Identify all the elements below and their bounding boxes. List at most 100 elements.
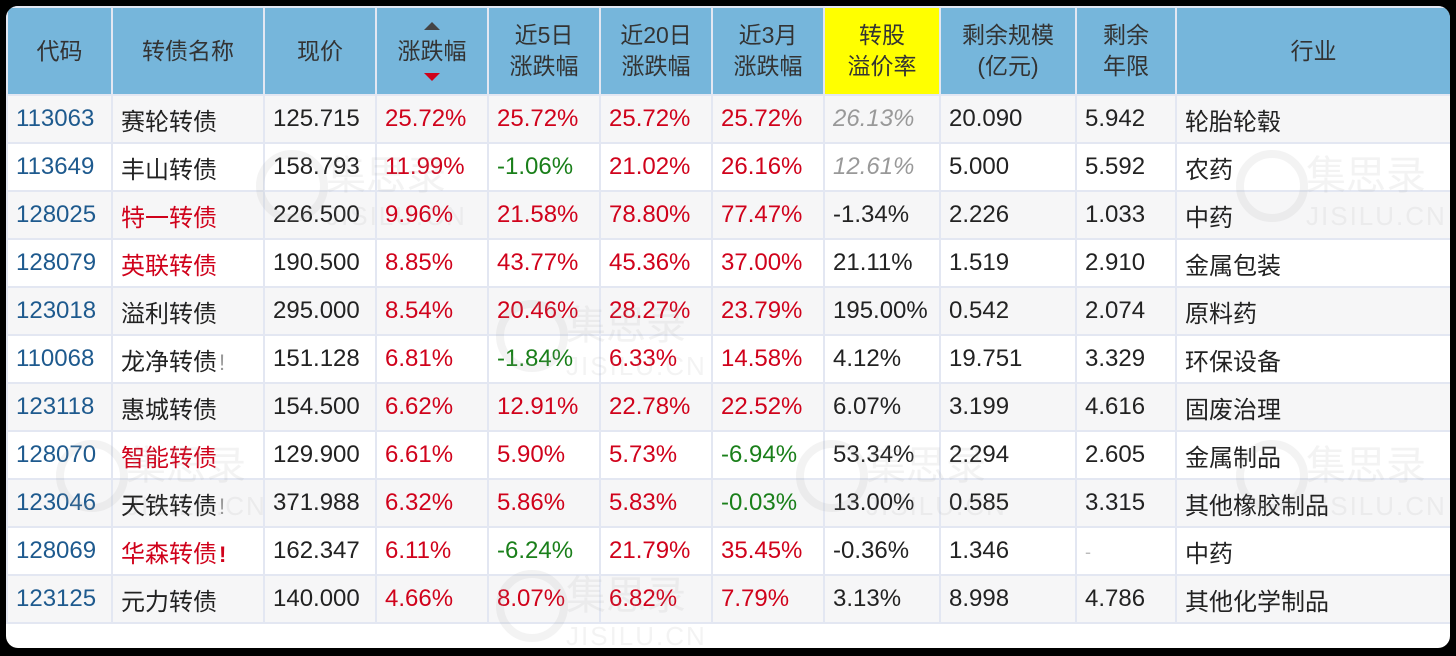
change-value: 6.61% — [385, 441, 454, 468]
name-value[interactable]: 赛轮转债 — [121, 108, 217, 136]
cell-chg20d: 5.83% — [599, 478, 713, 528]
name-value[interactable]: 智能转债 — [121, 444, 217, 472]
name-value[interactable]: 英联转债 — [121, 252, 217, 280]
size-value: 0.542 — [949, 297, 1010, 324]
cell-size: 8.998 — [939, 574, 1077, 624]
cell-code[interactable]: 128025 — [6, 190, 113, 240]
industry-value: 中药 — [1185, 540, 1233, 568]
cell-code[interactable]: 123118 — [6, 382, 113, 432]
cell-name[interactable]: 丰山转债 — [111, 142, 265, 192]
header-label-line: 转股 — [859, 22, 905, 48]
cell-name[interactable]: 赛轮转债 — [111, 94, 265, 144]
cell-years: - — [1075, 526, 1177, 576]
header-label-line: 转债名称 — [142, 37, 234, 64]
industry-value: 农药 — [1185, 156, 1233, 184]
column-header-chg3m[interactable]: 近3月 涨跌幅 — [711, 6, 825, 96]
column-header-chg5d[interactable]: 近5日 涨跌幅 — [487, 6, 601, 96]
name-value[interactable]: 天铁转债 — [121, 492, 217, 520]
cell-name[interactable]: 特一转债 — [111, 190, 265, 240]
table-row[interactable]: 113649 丰山转债 158.793 11.99% -1.06% 21.02% 26.16… — [6, 142, 1450, 192]
cell-code[interactable]: 128070 — [6, 430, 113, 480]
table-row[interactable]: 128069 华森转债! 162.347 6.11% -6.24% 21.79% 35.45… — [6, 526, 1450, 576]
table-row[interactable]: 123046 天铁转债! 371.988 6.32% 5.86% 5.83% -0.03% 1… — [6, 478, 1450, 528]
column-header-premium[interactable]: 转股 溢价率 — [823, 6, 941, 96]
code-value[interactable]: 128025 — [16, 201, 97, 228]
code-value[interactable]: 123125 — [16, 585, 97, 612]
table-row[interactable]: 123118 惠城转债 154.500 6.62% 12.91% 22.78% 22.52%… — [6, 382, 1450, 432]
premium-value: 4.12% — [833, 345, 902, 372]
cell-name[interactable]: 华森转债! — [111, 526, 265, 576]
change-value: 6.11% — [385, 537, 452, 564]
sort-descending-icon[interactable] — [424, 72, 440, 81]
cell-name[interactable]: 溢利转债 — [111, 286, 265, 336]
name-value[interactable]: 元力转债 — [121, 588, 217, 616]
cell-chg5d: 43.77% — [487, 238, 601, 288]
cell-chg20d: 25.72% — [599, 94, 713, 144]
code-value[interactable]: 110068 — [16, 345, 95, 372]
table-row[interactable]: 123018 溢利转债 295.000 8.54% 20.46% 28.27% 23.79%… — [6, 286, 1450, 336]
name-value[interactable]: 惠城转债 — [121, 396, 217, 424]
column-header-change[interactable]: 涨跌幅 — [375, 6, 489, 96]
table-row[interactable]: 123125 元力转债 140.000 4.66% 8.07% 6.82% 7.79% 3.1… — [6, 574, 1450, 624]
industry-value: 原料药 — [1185, 300, 1257, 328]
table-row[interactable]: 128079 英联转债 190.500 8.85% 43.77% 45.36% 37.00%… — [6, 238, 1450, 288]
code-value[interactable]: 123018 — [16, 297, 97, 324]
table-row[interactable]: 113063 赛轮转债 125.715 25.72% 25.72% 25.72% 25.72… — [6, 94, 1450, 144]
size-value: 3.199 — [949, 393, 1010, 420]
column-header-years[interactable]: 剩余 年限 — [1075, 6, 1177, 96]
chg20d-value: 28.27% — [609, 297, 691, 324]
cell-chg5d: 21.58% — [487, 190, 601, 240]
cell-code[interactable]: 128069 — [6, 526, 113, 576]
cell-name[interactable]: 智能转债 — [111, 430, 265, 480]
cell-code[interactable]: 123018 — [6, 286, 113, 336]
cell-name[interactable]: 元力转债 — [111, 574, 265, 624]
name-value[interactable]: 龙净转债 — [121, 348, 217, 376]
premium-value: 21.11% — [833, 249, 913, 276]
column-header-name[interactable]: 转债名称 — [111, 6, 265, 96]
cell-code[interactable]: 128079 — [6, 238, 113, 288]
column-header-industry[interactable]: 行业 — [1175, 6, 1450, 96]
cell-code[interactable]: 123046 — [6, 478, 113, 528]
column-header-size[interactable]: 剩余规模 (亿元) — [939, 6, 1077, 96]
column-header-label: 剩余规模 (亿元) — [962, 20, 1054, 82]
cell-code[interactable]: 113063 — [6, 94, 113, 144]
warning-icon[interactable]: ! — [219, 349, 226, 375]
industry-value: 中药 — [1185, 204, 1233, 232]
code-value[interactable]: 123046 — [16, 489, 97, 516]
cell-years: 2.605 — [1075, 430, 1177, 480]
code-value[interactable]: 128069 — [16, 537, 97, 564]
table-row[interactable]: 128070 智能转债 129.900 6.61% 5.90% 5.73% -6.94% 53… — [6, 430, 1450, 480]
sort-ascending-icon[interactable] — [424, 21, 440, 30]
name-value[interactable]: 丰山转债 — [121, 156, 217, 184]
name-value[interactable]: 特一转债 — [121, 204, 217, 232]
cell-name[interactable]: 天铁转债! — [111, 478, 265, 528]
warning-icon[interactable]: ! — [219, 493, 226, 519]
cell-name[interactable]: 龙净转债! — [111, 334, 265, 384]
column-header-chg20d[interactable]: 近20日 涨跌幅 — [599, 6, 713, 96]
name-value[interactable]: 溢利转债 — [121, 300, 217, 328]
column-header-code[interactable]: 代码 — [6, 6, 113, 96]
header-label-line: 近5日 — [514, 22, 574, 48]
warning-icon[interactable]: ! — [219, 541, 227, 567]
cell-code[interactable]: 123125 — [6, 574, 113, 624]
code-value[interactable]: 123118 — [16, 393, 95, 420]
table-row[interactable]: 128025 特一转债 226.500 9.96% 21.58% 78.80% 77.47%… — [6, 190, 1450, 240]
cell-name[interactable]: 惠城转债 — [111, 382, 265, 432]
cell-chg3m: 23.79% — [711, 286, 825, 336]
cell-years: 5.592 — [1075, 142, 1177, 192]
cell-name[interactable]: 英联转债 — [111, 238, 265, 288]
cell-years: 3.315 — [1075, 478, 1177, 528]
column-header-price[interactable]: 现价 — [263, 6, 377, 96]
cell-size: 2.226 — [939, 190, 1077, 240]
cell-code[interactable]: 110068 — [6, 334, 113, 384]
cell-industry: 固废治理 — [1175, 382, 1450, 432]
code-value[interactable]: 128070 — [16, 441, 97, 468]
years-value: 2.605 — [1085, 441, 1146, 468]
name-value[interactable]: 华森转债 — [121, 540, 217, 568]
header-label-line: 行业 — [1290, 37, 1337, 64]
table-row[interactable]: 110068 龙净转债! 151.128 6.81% -1.84% 6.33% 14.58%… — [6, 334, 1450, 384]
code-value[interactable]: 113649 — [16, 153, 95, 180]
cell-code[interactable]: 113649 — [6, 142, 113, 192]
code-value[interactable]: 113063 — [16, 105, 95, 132]
code-value[interactable]: 128079 — [16, 249, 97, 276]
